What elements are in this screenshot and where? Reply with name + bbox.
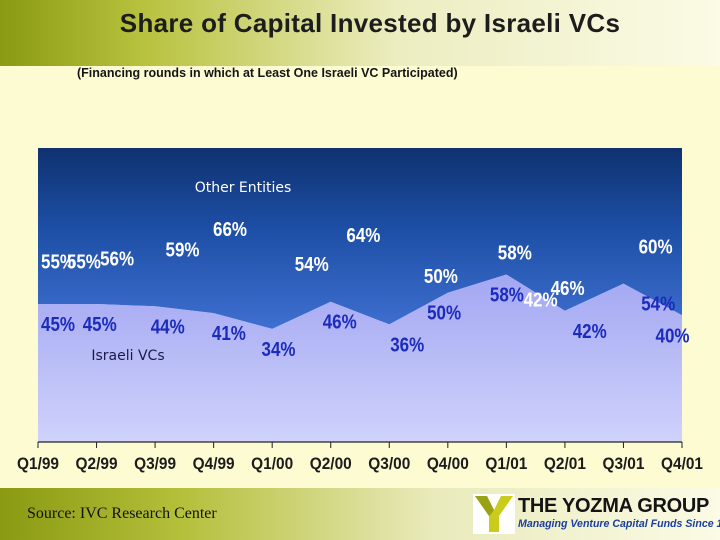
x-tick-label: Q3/99	[134, 454, 176, 473]
data-label-other-entities: 54%	[295, 254, 329, 276]
data-label-israeli-vcs: 54%	[641, 294, 675, 316]
source-note: Source: IVC Research Center	[27, 505, 217, 522]
x-tick-label: Q2/00	[310, 454, 352, 473]
data-label-other-entities: 50%	[424, 266, 458, 288]
data-label-israeli-vcs: 34%	[262, 339, 296, 361]
logo-name: THE YOZMA GROUP	[518, 495, 710, 517]
data-label-israeli-vcs: 45%	[41, 314, 75, 336]
data-label-other-entities: 60%	[639, 237, 673, 259]
data-label-israeli-vcs: 58%	[490, 285, 524, 307]
yozma-y-icon	[473, 494, 515, 534]
data-label-israeli-vcs: 46%	[323, 312, 357, 334]
x-tick-label: Q2/99	[76, 454, 118, 473]
x-tick-label: Q1/01	[485, 454, 527, 473]
yozma-logo: THE YOZMA GROUP Managing Venture Capital…	[473, 494, 720, 534]
data-label-other-entities: 55%	[67, 251, 101, 273]
x-tick-label: Q4/00	[427, 454, 469, 473]
data-label-israeli-vcs: 40%	[656, 325, 690, 347]
series-area-israeli-vcs	[38, 274, 682, 442]
x-tick-label: Q1/00	[251, 454, 293, 473]
x-tick-label: Q3/01	[602, 454, 644, 473]
series-label-other-entities: Other Entities	[195, 180, 292, 196]
footer-band	[0, 488, 720, 540]
data-label-other-entities: 66%	[213, 219, 247, 241]
chart-subtitle: (Financing rounds in which at Least One …	[77, 66, 458, 80]
data-label-israeli-vcs: 44%	[151, 316, 185, 338]
data-label-other-entities: 42%	[524, 290, 558, 312]
logo-tagline: Managing Venture Capital Funds Since 199…	[518, 518, 720, 530]
data-label-israeli-vcs: 36%	[390, 334, 424, 356]
chart-title: Share of Capital Invested by Israeli VCs	[119, 8, 621, 38]
data-label-other-entities: 64%	[346, 225, 380, 247]
data-label-israeli-vcs: 50%	[427, 303, 461, 325]
data-label-other-entities: 59%	[166, 240, 200, 262]
data-label-other-entities: 56%	[100, 248, 134, 270]
data-label-other-entities: 46%	[551, 278, 585, 300]
x-tick-label: Q3/00	[368, 454, 410, 473]
data-label-israeli-vcs: 41%	[212, 323, 246, 345]
x-tick-label: Q2/01	[544, 454, 586, 473]
x-tick-label: Q1/99	[17, 454, 59, 473]
data-label-israeli-vcs: 45%	[83, 314, 117, 336]
series-label-israeli-vcs: Israeli VCs	[91, 348, 164, 364]
data-label-other-entities: 58%	[498, 243, 532, 265]
series-area-other-entities	[38, 148, 682, 329]
data-label-israeli-vcs: 42%	[573, 321, 607, 343]
x-tick-label: Q4/99	[193, 454, 235, 473]
header-band	[0, 0, 720, 66]
data-label-other-entities: 55%	[41, 251, 75, 273]
x-tick-label: Q4/01	[661, 454, 703, 473]
